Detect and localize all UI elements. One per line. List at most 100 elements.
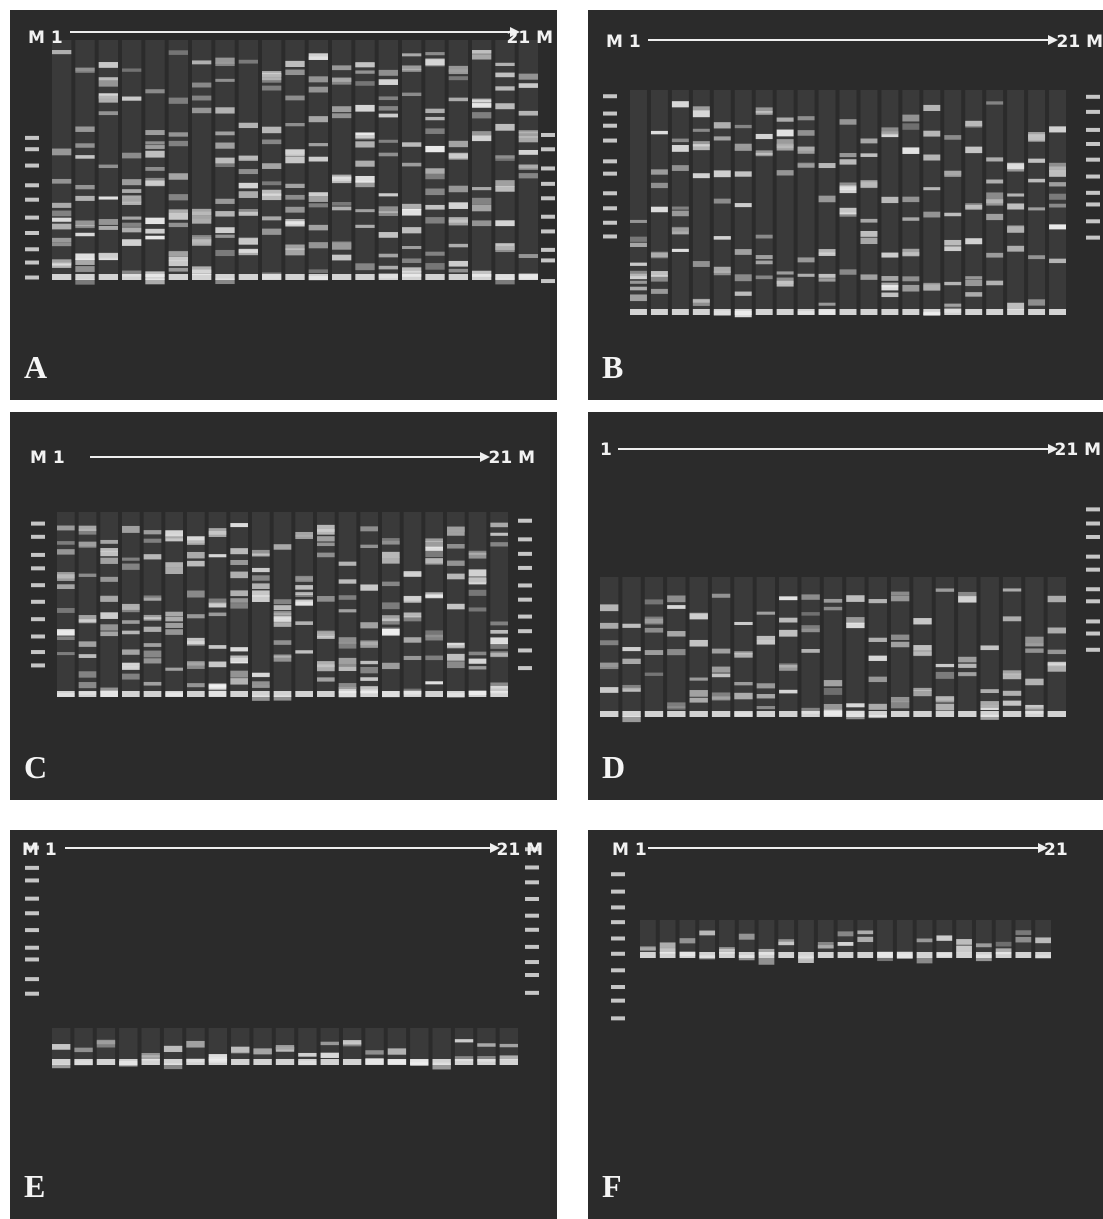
band (823, 711, 843, 717)
lane (168, 40, 188, 280)
band (355, 263, 375, 271)
left-label: 1 (600, 440, 612, 460)
band (776, 129, 794, 137)
lane (1007, 90, 1025, 315)
band (692, 141, 710, 147)
band (1002, 670, 1022, 675)
lane (253, 1028, 272, 1065)
band (360, 584, 378, 591)
band (877, 956, 893, 962)
marker-band (25, 183, 39, 188)
band (192, 215, 212, 220)
band (881, 196, 899, 204)
band (403, 655, 422, 661)
band (52, 202, 72, 208)
band (143, 617, 162, 621)
lane (1025, 577, 1044, 717)
band (965, 146, 983, 154)
band (622, 684, 641, 690)
band (355, 160, 375, 167)
band (365, 1059, 384, 1065)
band (896, 952, 913, 958)
band (252, 691, 270, 697)
band (923, 284, 941, 291)
band (168, 251, 188, 257)
band (165, 617, 183, 622)
band (671, 248, 689, 252)
band (622, 658, 641, 665)
lane (402, 40, 422, 280)
band (273, 622, 292, 627)
band (776, 170, 794, 176)
band (650, 271, 668, 277)
band (338, 579, 357, 584)
band (320, 1052, 339, 1058)
lane (1049, 90, 1066, 315)
marker-band (25, 991, 39, 996)
band (57, 584, 75, 590)
band (192, 208, 212, 216)
band (495, 180, 515, 187)
band (776, 271, 794, 275)
band (734, 249, 752, 255)
band (692, 173, 710, 179)
band (755, 150, 773, 155)
band (995, 948, 1012, 955)
band (308, 76, 328, 83)
band (215, 249, 235, 257)
band (839, 159, 857, 165)
marker-band (525, 880, 539, 885)
band (650, 206, 668, 213)
band (425, 217, 445, 224)
band (490, 688, 508, 694)
band (332, 65, 352, 71)
band (711, 593, 731, 598)
band (518, 131, 538, 138)
lane (823, 577, 843, 717)
band (98, 225, 118, 230)
band (913, 711, 932, 717)
band (495, 155, 515, 159)
band (692, 261, 710, 267)
band (425, 540, 443, 548)
band (355, 70, 375, 74)
band (468, 607, 487, 612)
band (295, 691, 313, 697)
band (141, 1055, 160, 1061)
lane (432, 1028, 451, 1065)
band (890, 591, 910, 596)
band (402, 274, 422, 280)
band (1002, 616, 1022, 622)
band (986, 101, 1004, 105)
band (490, 629, 508, 634)
band (238, 191, 258, 198)
arrow-head (1038, 843, 1048, 853)
band (317, 630, 335, 636)
band (818, 302, 836, 306)
band (378, 211, 398, 216)
band (308, 86, 328, 93)
band (355, 274, 375, 280)
band (387, 1059, 407, 1065)
band (944, 170, 962, 176)
band (995, 941, 1012, 947)
band (165, 622, 183, 628)
band (518, 149, 538, 155)
band (168, 212, 188, 220)
lane (98, 40, 118, 280)
band (1002, 588, 1022, 592)
lane (622, 577, 641, 717)
band (145, 150, 165, 158)
gel (25, 27, 555, 285)
band (734, 653, 753, 658)
band (432, 1062, 451, 1070)
band (332, 274, 352, 280)
band (713, 122, 731, 129)
band (215, 163, 235, 167)
band (295, 535, 313, 539)
marker-band (603, 111, 617, 116)
band (98, 164, 118, 169)
band (944, 303, 962, 307)
band (518, 110, 538, 116)
band (403, 596, 422, 601)
